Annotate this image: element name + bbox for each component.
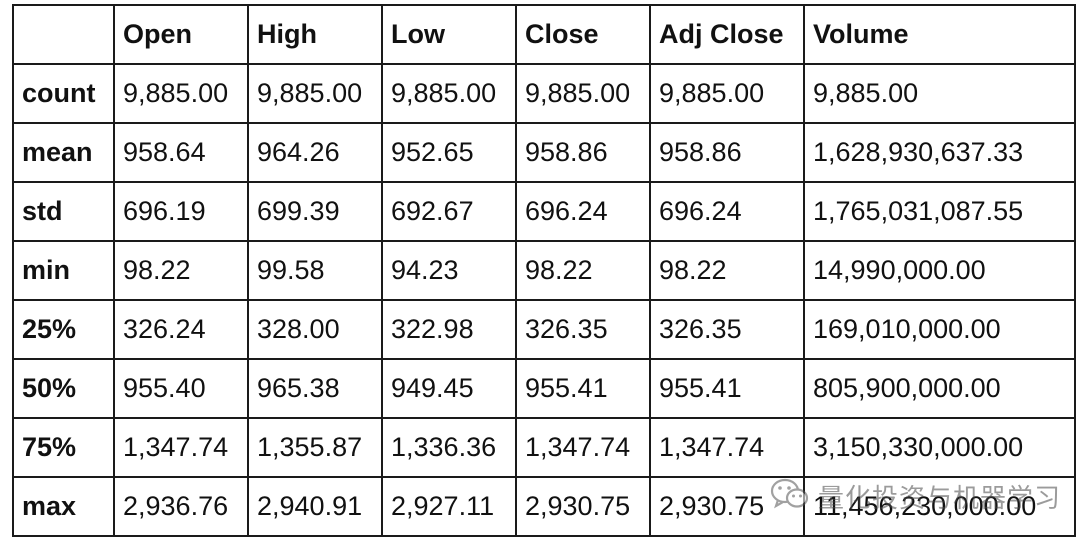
table-cell: 3,150,330,000.00: [803, 417, 1076, 478]
header-cell-low: Low: [381, 4, 517, 65]
table-cell: 965.38: [247, 358, 383, 419]
table-cell: 328.00: [247, 299, 383, 360]
header-cell-volume: Volume: [803, 4, 1076, 65]
row-label: 75%: [12, 417, 115, 478]
table-cell: 9,885.00: [381, 63, 517, 124]
table-cell: 952.65: [381, 122, 517, 183]
table-cell: 2,927.11: [381, 476, 517, 537]
table-cell: 1,347.74: [515, 417, 651, 478]
header-cell-adj-close: Adj Close: [649, 4, 805, 65]
header-row: Open High Low Close Adj Close Volume: [12, 4, 1076, 65]
table-cell: 9,885.00: [515, 63, 651, 124]
row-label: std: [12, 181, 115, 242]
row-label: 50%: [12, 358, 115, 419]
table-cell: 2,930.75: [649, 476, 805, 537]
table-row: mean 958.64 964.26 952.65 958.86 958.86 1,628,…: [12, 122, 1076, 183]
row-label: mean: [12, 122, 115, 183]
table-cell: 99.58: [247, 240, 383, 301]
table-cell: 964.26: [247, 122, 383, 183]
statistics-table: Open High Low Close Adj Close Volume cou…: [12, 4, 1076, 537]
table-body: count 9,885.00 9,885.00 9,885.00 9,885.00 9,8…: [12, 63, 1076, 537]
table-row: 50% 955.40 965.38 949.45 955.41 955.41 805,900…: [12, 358, 1076, 419]
table-cell: 1,336.36: [381, 417, 517, 478]
table-cell: 9,885.00: [649, 63, 805, 124]
table-cell: 958.86: [649, 122, 805, 183]
table-row: max 2,936.76 2,940.91 2,927.11 2,930.75 2,930…: [12, 476, 1076, 537]
table-cell: 1,628,930,637.33: [803, 122, 1076, 183]
table-row: count 9,885.00 9,885.00 9,885.00 9,885.00 9,8…: [12, 63, 1076, 124]
table-cell: 98.22: [515, 240, 651, 301]
table-cell: 958.64: [113, 122, 249, 183]
table-cell: 169,010,000.00: [803, 299, 1076, 360]
table-row: std 696.19 699.39 692.67 696.24 696.24 1,765,0…: [12, 181, 1076, 242]
table-cell: 1,347.74: [113, 417, 249, 478]
table-cell: 2,930.75: [515, 476, 651, 537]
table-cell: 692.67: [381, 181, 517, 242]
table-cell: 94.23: [381, 240, 517, 301]
table-cell: 322.98: [381, 299, 517, 360]
header-cell-index: [12, 4, 115, 65]
row-label: min: [12, 240, 115, 301]
table-cell: 326.35: [649, 299, 805, 360]
row-label: count: [12, 63, 115, 124]
table-cell: 696.24: [649, 181, 805, 242]
header-cell-close: Close: [515, 4, 651, 65]
table-cell: 696.19: [113, 181, 249, 242]
table-cell: 98.22: [113, 240, 249, 301]
table-cell: 805,900,000.00: [803, 358, 1076, 419]
table-cell: 696.24: [515, 181, 651, 242]
table-cell: 2,940.91: [247, 476, 383, 537]
table-cell: 955.41: [515, 358, 651, 419]
table-cell: 955.41: [649, 358, 805, 419]
table-cell: 1,765,031,087.55: [803, 181, 1076, 242]
table-cell: 9,885.00: [803, 63, 1076, 124]
row-label: 25%: [12, 299, 115, 360]
table-cell: 2,936.76: [113, 476, 249, 537]
table-cell: 9,885.00: [247, 63, 383, 124]
table-row: 25% 326.24 328.00 322.98 326.35 326.35 169,010…: [12, 299, 1076, 360]
table-cell: 1,355.87: [247, 417, 383, 478]
table-cell: 955.40: [113, 358, 249, 419]
table-row: min 98.22 99.58 94.23 98.22 98.22 14,990,000.0…: [12, 240, 1076, 301]
table-cell: 326.24: [113, 299, 249, 360]
table-cell: 958.86: [515, 122, 651, 183]
table-cell: 949.45: [381, 358, 517, 419]
table-row: 75% 1,347.74 1,355.87 1,336.36 1,347.74 1,347…: [12, 417, 1076, 478]
table-cell: 9,885.00: [113, 63, 249, 124]
header-cell-open: Open: [113, 4, 249, 65]
row-label: max: [12, 476, 115, 537]
table-cell: 11,456,230,000.00: [803, 476, 1076, 537]
table-cell: 98.22: [649, 240, 805, 301]
header-cell-high: High: [247, 4, 383, 65]
table-cell: 699.39: [247, 181, 383, 242]
table-header: Open High Low Close Adj Close Volume: [12, 4, 1076, 65]
table-cell: 14,990,000.00: [803, 240, 1076, 301]
table-cell: 1,347.74: [649, 417, 805, 478]
table-cell: 326.35: [515, 299, 651, 360]
